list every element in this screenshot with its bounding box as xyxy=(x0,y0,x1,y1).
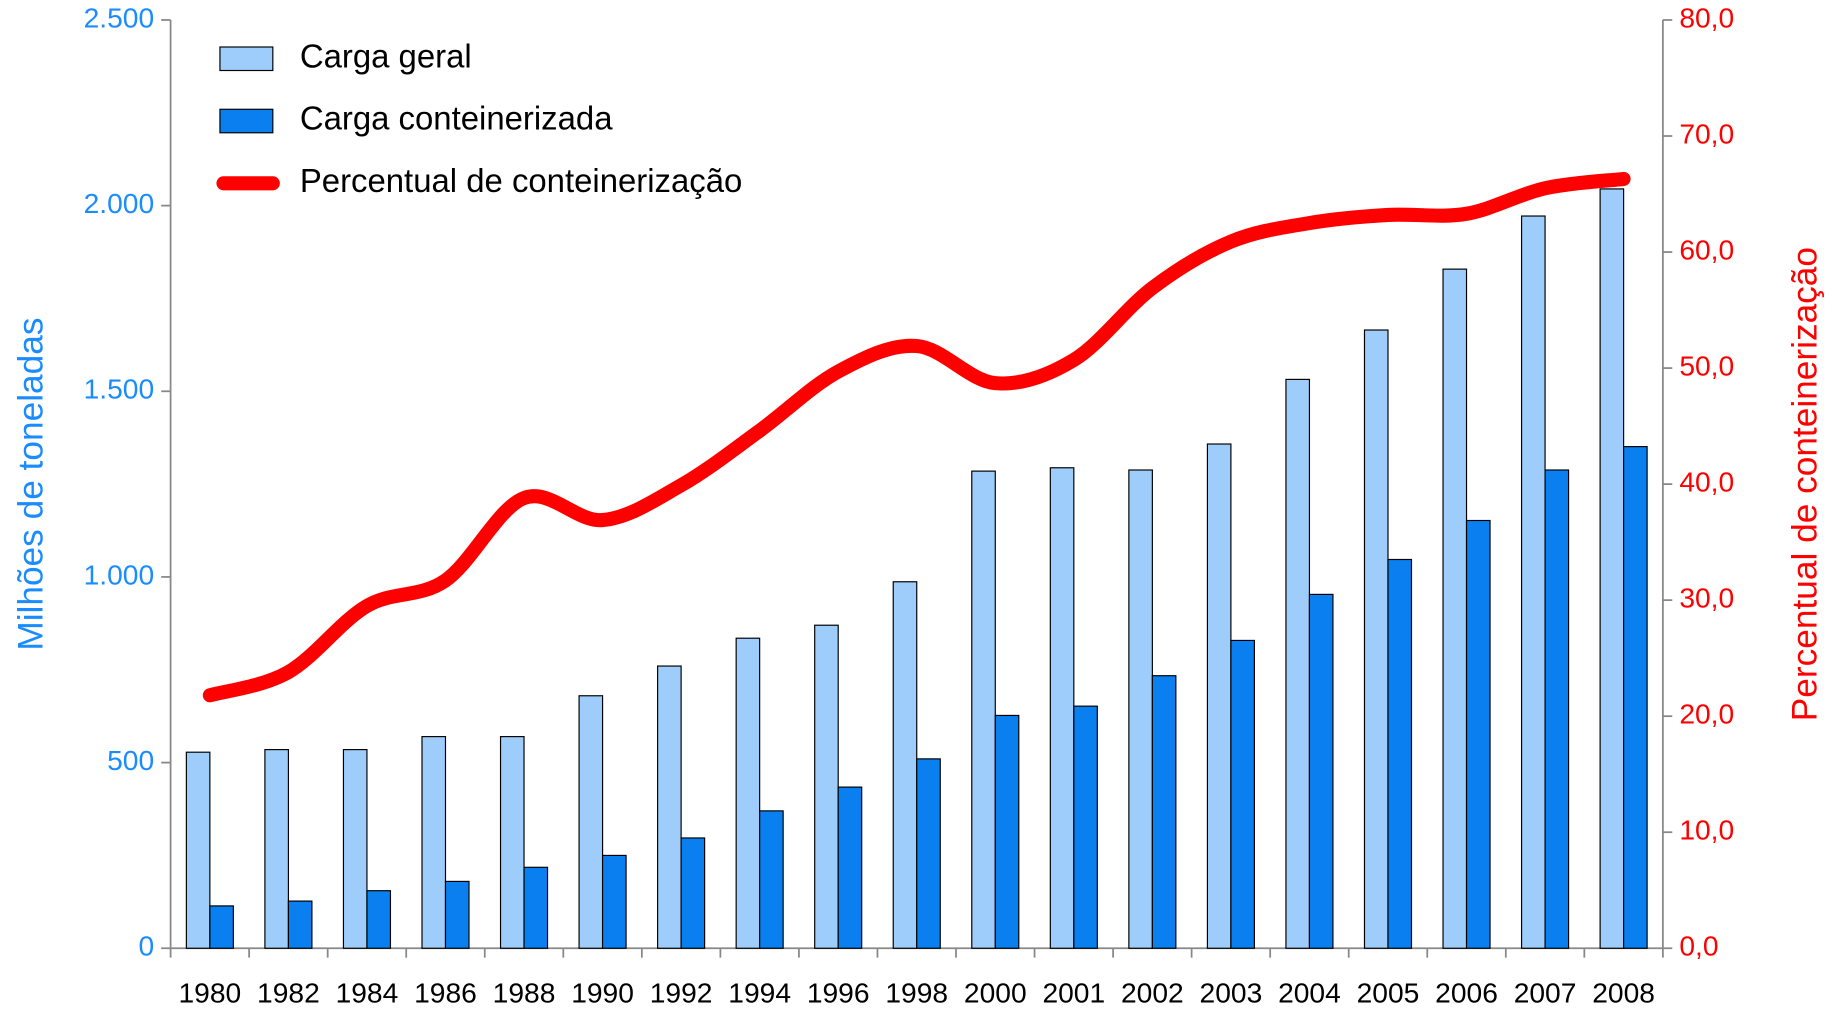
y-tick-label: 1.000 xyxy=(84,558,155,590)
bar xyxy=(892,581,918,949)
x-tick-label: 2004 xyxy=(1278,977,1341,1007)
x-tick-label: 1992 xyxy=(650,977,713,1007)
y-tick-label: 2.000 xyxy=(84,187,155,219)
legend-label: Carga conteinerizada xyxy=(300,100,613,137)
bar xyxy=(287,900,313,949)
bar xyxy=(342,749,368,949)
bar xyxy=(814,624,839,949)
bar xyxy=(499,736,525,949)
bar xyxy=(1206,443,1232,949)
bar xyxy=(916,758,941,949)
x-tick-label: 2006 xyxy=(1435,977,1498,1007)
x-tick-label: 1982 xyxy=(257,977,320,1007)
bar xyxy=(1073,705,1098,949)
bar xyxy=(1363,329,1389,949)
bar xyxy=(1520,215,1546,949)
x-tick-label: 1988 xyxy=(493,977,556,1007)
x-tick-label: 2003 xyxy=(1200,977,1263,1007)
x-tick-label: 2000 xyxy=(964,977,1027,1007)
bar xyxy=(1049,467,1075,949)
y2-tick-label: 0,0 xyxy=(1679,930,1718,962)
bar xyxy=(1128,469,1153,949)
y-axis-label: Milhões de toneladas xyxy=(11,318,50,651)
y2-tick-label: 60,0 xyxy=(1679,233,1734,265)
bar xyxy=(735,637,761,949)
bar xyxy=(185,751,211,949)
bar xyxy=(1230,639,1255,949)
bar xyxy=(444,880,470,949)
x-tick-label: 1996 xyxy=(807,977,870,1007)
x-tick-label: 1998 xyxy=(885,977,948,1007)
bar xyxy=(680,837,706,949)
y2-tick-label: 30,0 xyxy=(1679,582,1734,614)
x-tick-label: 1980 xyxy=(179,977,242,1007)
bar xyxy=(1308,593,1334,949)
bar xyxy=(994,714,1020,949)
bar xyxy=(601,854,627,949)
x-tick-label: 2002 xyxy=(1121,977,1184,1007)
x-tick-label: 2008 xyxy=(1592,977,1655,1007)
y2-tick-label: 80,0 xyxy=(1679,1,1734,33)
y2-tick-label: 50,0 xyxy=(1679,350,1734,382)
legend-label: Carga geral xyxy=(300,37,472,74)
y2-tick-label: 20,0 xyxy=(1679,698,1734,730)
bar xyxy=(421,736,447,949)
x-tick-label: 2005 xyxy=(1357,977,1420,1007)
bar xyxy=(1623,446,1648,949)
bar xyxy=(1599,188,1625,949)
x-tick-label: 2001 xyxy=(1042,977,1105,1007)
line xyxy=(202,171,1631,703)
x-tick-label: 1984 xyxy=(336,977,399,1007)
bar xyxy=(1285,378,1311,949)
y-tick-label: 2.500 xyxy=(84,1,155,33)
bar xyxy=(657,665,682,949)
y2-tick-label: 10,0 xyxy=(1679,814,1734,846)
bar xyxy=(264,749,289,949)
bar xyxy=(209,905,234,949)
x-tick-label: 1986 xyxy=(414,977,477,1007)
x-tick-label: 2007 xyxy=(1514,977,1577,1007)
bar xyxy=(1465,519,1491,949)
bar xyxy=(837,786,863,949)
bar xyxy=(523,866,549,949)
y-tick-label: 0 xyxy=(138,930,154,962)
y2-tick-label: 40,0 xyxy=(1679,466,1734,498)
bar xyxy=(578,695,604,949)
bar xyxy=(759,810,784,949)
legend-swatch xyxy=(219,46,274,72)
y-tick-label: 1.500 xyxy=(84,373,155,405)
y2-tick-label: 70,0 xyxy=(1679,117,1734,149)
legend-swatch xyxy=(219,108,274,134)
bar xyxy=(1544,469,1570,949)
bar xyxy=(1442,268,1468,949)
legend-label: Percentual de conteinerização xyxy=(300,162,742,199)
bar xyxy=(971,470,996,949)
y-tick-label: 500 xyxy=(107,744,154,776)
x-tick-label: 1990 xyxy=(571,977,634,1007)
bar xyxy=(1387,558,1413,949)
bar xyxy=(366,890,392,949)
y2-axis-label: Percentual de conteinerização xyxy=(1786,247,1825,721)
bar xyxy=(1151,675,1177,949)
x-tick-label: 1994 xyxy=(728,977,791,1007)
